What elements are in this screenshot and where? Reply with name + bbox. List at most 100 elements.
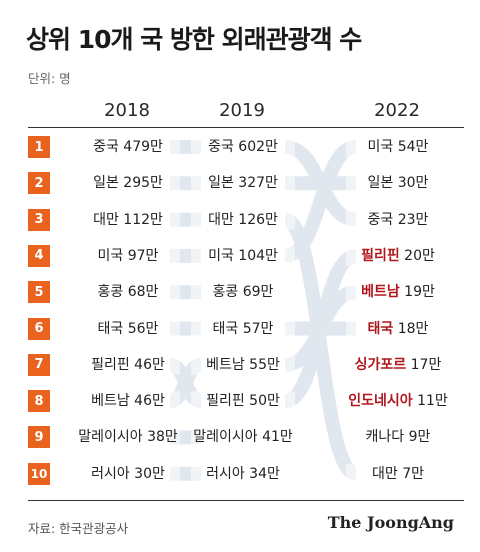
country-name: 말레이시아 [78, 429, 143, 446]
visitor-count: 41만 [257, 429, 293, 446]
cell-band [346, 391, 450, 412]
cell-band [76, 391, 180, 412]
rank-badge: 8 [28, 390, 50, 413]
country-name: 러시아 [206, 465, 245, 482]
cell-band [76, 354, 180, 375]
visitor-count: 97만 [123, 247, 159, 264]
rank-badge: 9 [28, 426, 50, 449]
country-name: 미국 [367, 139, 394, 155]
cell-band [346, 209, 450, 230]
cell-2019: 러시아 34만 [187, 463, 299, 485]
visitor-count: 18만 [393, 320, 429, 337]
year-header-2018: 2018 [104, 100, 150, 121]
cell-2018: 일본 295만 [72, 172, 184, 194]
visitor-count: 46만 [129, 393, 165, 410]
cell-band [346, 137, 450, 157]
visitor-count: 55만 [244, 356, 280, 373]
cell-band [191, 354, 295, 375]
visitor-count: 602만 [233, 139, 278, 155]
country-name: 필리핀 [91, 356, 130, 373]
country-name: 인도네시아 [348, 393, 413, 410]
cell-2019: 말레이시아 41만 [187, 426, 299, 448]
country-name: 미국 [208, 247, 234, 264]
visitor-count: 7만 [397, 465, 424, 482]
country-name: 태국 [212, 320, 239, 337]
cell-2022: 대만 7만 [342, 463, 454, 485]
country-name: 일본 [367, 175, 394, 192]
cell-2018: 베트남 46만 [72, 390, 184, 412]
cell-2019: 중국 602만 [187, 136, 299, 158]
cell-2019: 태국 57만 [187, 318, 299, 340]
year-header-2019: 2019 [219, 100, 265, 121]
cell-band [191, 209, 295, 230]
country-name: 베트남 [206, 356, 245, 373]
cell-band [346, 427, 450, 448]
country-name: 중국 [208, 139, 234, 155]
chart-title: 상위 10개 국 방한 외래관광객 수 [26, 25, 362, 54]
rank-badge: 6 [28, 317, 50, 340]
cell-band [191, 463, 295, 484]
visitor-count: 57만 [238, 320, 274, 337]
flow-필리핀 [283, 248, 358, 409]
visitor-count: 295만 [118, 175, 163, 192]
visitor-count: 46만 [129, 356, 165, 373]
cell-2022: 중국 23만 [342, 209, 454, 231]
cell-band [76, 137, 180, 157]
cell-band [76, 463, 180, 484]
cell-band [76, 209, 180, 230]
country-name: 싱가포르 [354, 356, 407, 373]
cell-band [346, 318, 450, 339]
cell-2022: 캐나다 9만 [342, 426, 454, 448]
cell-band [346, 463, 450, 484]
country-name: 대만 [371, 465, 398, 482]
visitor-count: 19만 [399, 284, 435, 301]
cell-2022: 태국 18만 [342, 318, 454, 340]
visitor-count: 112만 [118, 211, 163, 228]
rank-badge: 3 [28, 208, 50, 231]
visitor-count: 104만 [233, 247, 278, 264]
country-name: 캐나다 [365, 429, 405, 446]
visitor-count: 69만 [238, 284, 274, 301]
visitor-count: 56만 [123, 320, 159, 337]
cell-2022: 일본 30만 [342, 172, 454, 194]
country-name: 태국 [97, 320, 124, 337]
visitor-count: 479만 [118, 139, 163, 155]
country-name: 필리핀 [361, 247, 400, 264]
cell-2022: 필리핀 20만 [342, 245, 454, 267]
cell-band [346, 245, 450, 266]
cell-band [191, 173, 295, 194]
footer-divider [28, 500, 464, 501]
cell-band [346, 173, 450, 194]
cell-2022: 인도네시아 11만 [342, 390, 454, 412]
cell-band [191, 427, 295, 448]
visitor-count: 11만 [412, 393, 448, 410]
visitor-count: 30만 [393, 175, 429, 192]
rank-badge: 1 [28, 136, 50, 158]
visitor-count: 20만 [399, 247, 435, 264]
cell-band [76, 282, 180, 303]
visitor-count: 50만 [244, 393, 280, 410]
source-note: 자료: 한국관광공사 [28, 521, 129, 536]
cell-2018: 필리핀 46만 [72, 354, 184, 376]
visitor-count: 23만 [393, 211, 429, 228]
cell-2019: 미국 104만 [187, 245, 299, 267]
rank-badge: 5 [28, 281, 50, 304]
country-name: 태국 [367, 320, 394, 337]
visitor-count: 9만 [404, 429, 431, 446]
country-name: 홍콩 [97, 284, 124, 301]
cell-2018: 태국 56만 [72, 318, 184, 340]
unit-label: 단위: 명 [28, 71, 71, 86]
cell-2018: 홍콩 68만 [72, 281, 184, 303]
cell-band [191, 282, 295, 303]
country-name: 일본 [93, 175, 119, 192]
cell-2019: 필리핀 50만 [187, 390, 299, 412]
cell-2018: 말레이시아 38만 [72, 426, 184, 448]
cell-2019: 대만 126만 [187, 209, 299, 231]
cell-band [76, 173, 180, 194]
country-name: 베트남 [361, 284, 400, 301]
cell-band [76, 245, 180, 266]
visitor-count: 34만 [244, 465, 280, 482]
cell-2018: 대만 112만 [72, 209, 184, 231]
cell-band [76, 318, 180, 339]
